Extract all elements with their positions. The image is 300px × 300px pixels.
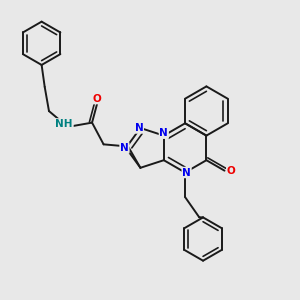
Text: NH: NH: [56, 119, 73, 129]
Text: O: O: [93, 94, 102, 103]
Text: O: O: [227, 166, 236, 176]
Text: N: N: [120, 143, 129, 153]
Text: N: N: [182, 167, 191, 178]
Text: N: N: [159, 128, 168, 138]
Text: N: N: [134, 123, 143, 133]
